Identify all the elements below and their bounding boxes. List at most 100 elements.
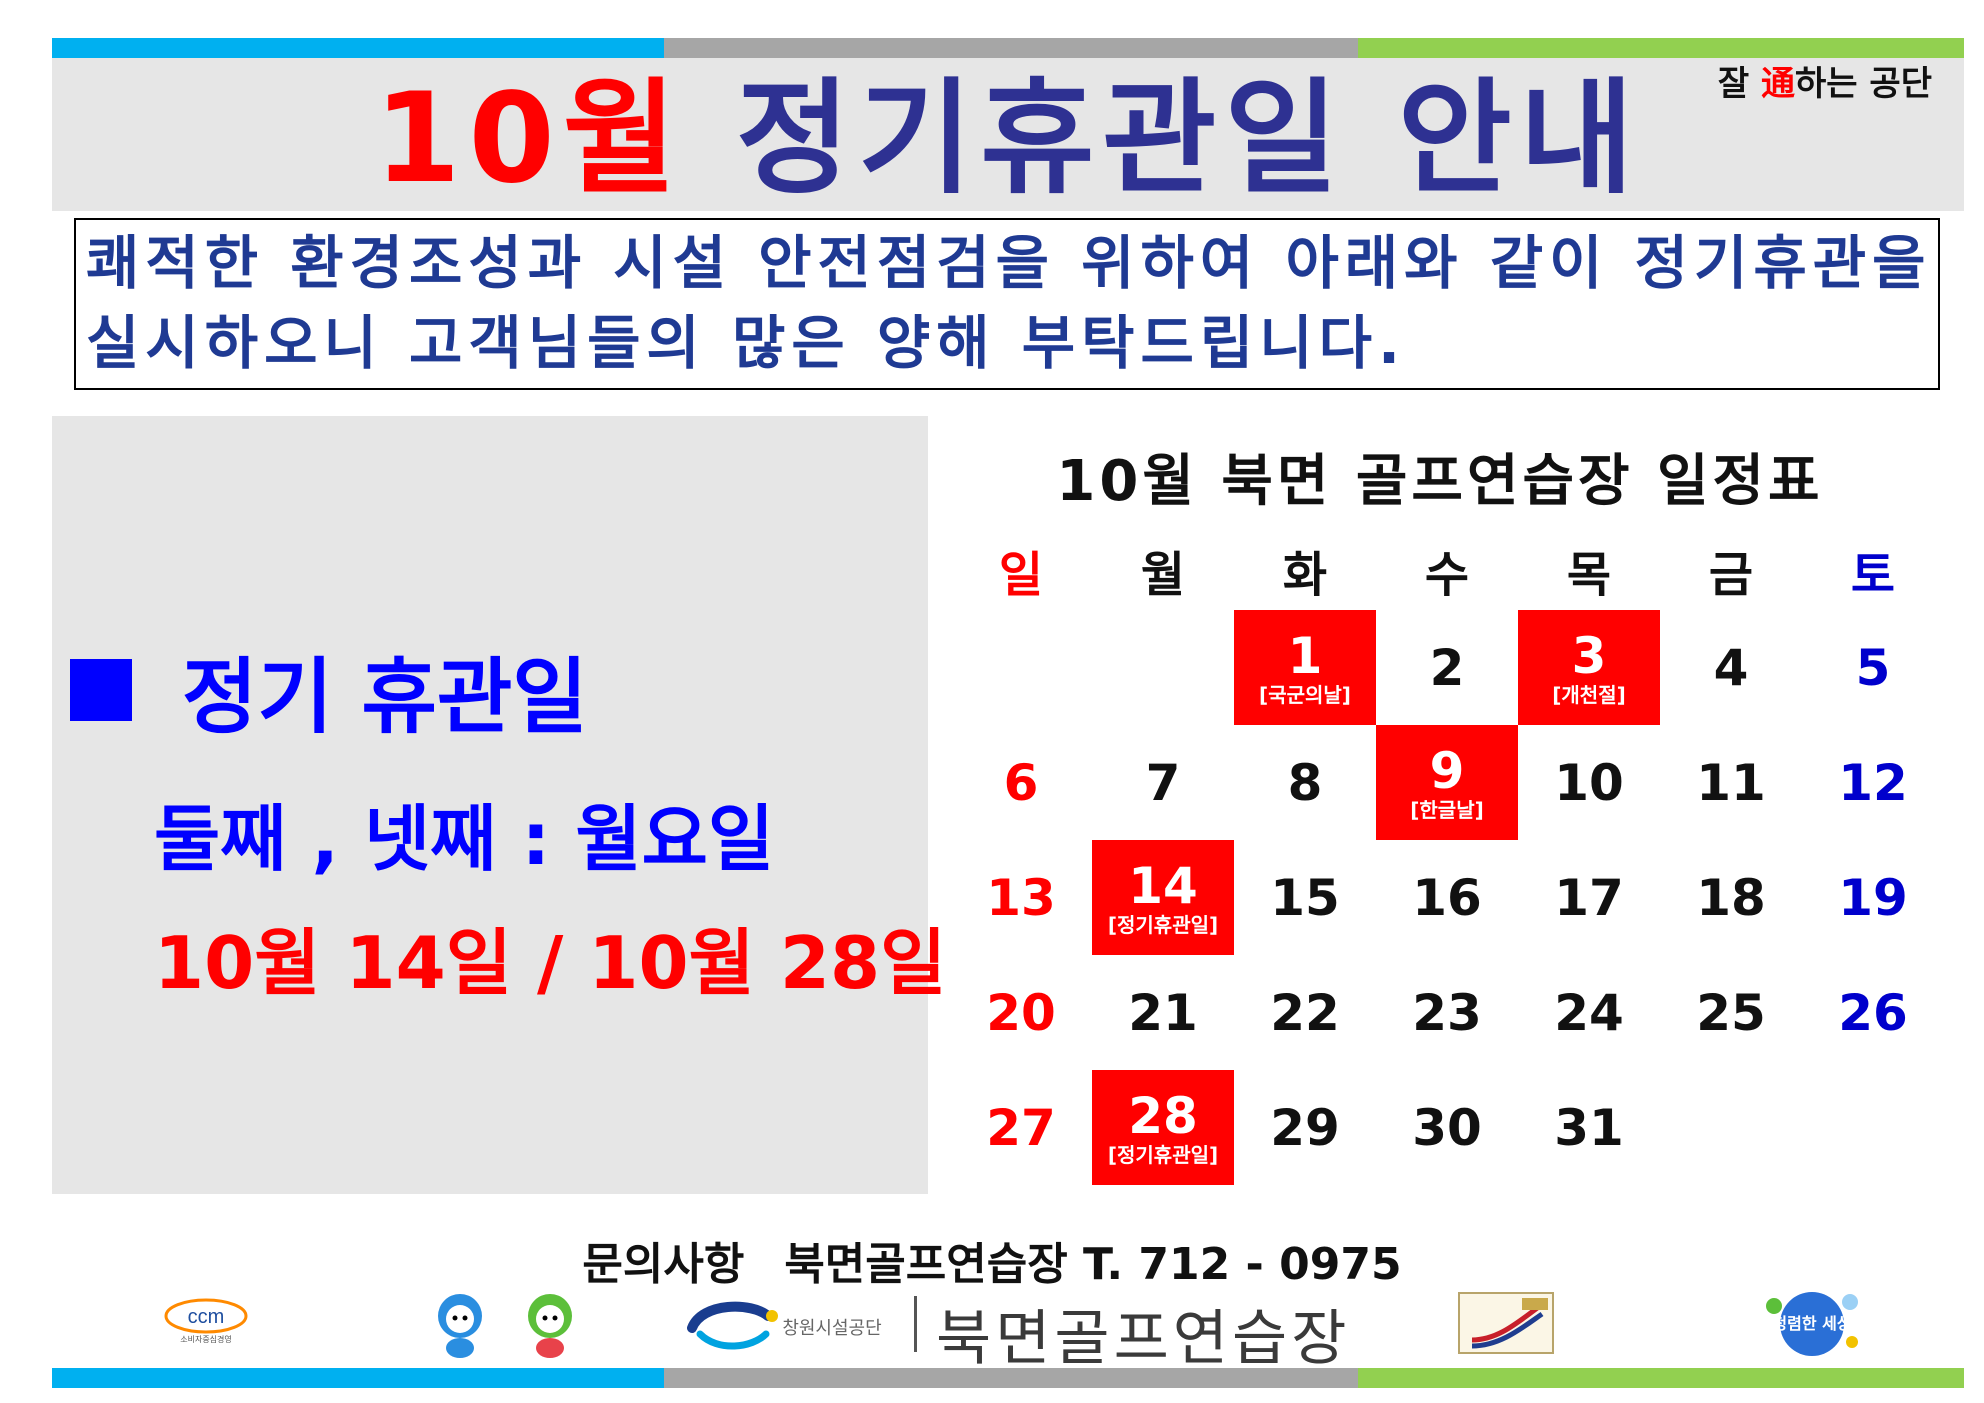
calendar-day-cell-closed: 1 [국군의날] bbox=[1234, 610, 1376, 725]
calendar-day-cell: 24 bbox=[1518, 955, 1660, 1070]
bottom-color-stripe bbox=[52, 1368, 1964, 1388]
calendar-day-cell: 11 bbox=[1660, 725, 1802, 840]
calendar-day-cell: 2 bbox=[1376, 610, 1518, 725]
contact-text: 북면골프연습장 T. 712 - 0975 bbox=[784, 1239, 1402, 1290]
day-note: [한글날] bbox=[1410, 797, 1484, 822]
weekday-header: 수 bbox=[1424, 547, 1470, 603]
weekday-header: 금 bbox=[1708, 547, 1754, 603]
day-number: 8 bbox=[1287, 753, 1323, 812]
calendar-day-cell: 5 bbox=[1802, 610, 1944, 725]
day-note: [정기휴관일] bbox=[1107, 912, 1219, 937]
calendar-day-cell-closed: 9 [한글날] bbox=[1376, 725, 1518, 840]
slogan-post: 하는 공단 bbox=[1795, 64, 1932, 104]
calendar-day-cell: 6 bbox=[950, 725, 1092, 840]
calendar-week-row: 27 28 [정기휴관일] 29 30 31 bbox=[950, 1070, 1946, 1185]
day-number: 25 bbox=[1696, 983, 1766, 1042]
calendar-day-cell: 21 bbox=[1092, 955, 1234, 1070]
calendar-week-row: 6 7 8 9 [한글날] 10 11 12 bbox=[950, 725, 1946, 840]
calendar-day-cell: 12 bbox=[1802, 725, 1944, 840]
closed-heading-label: 정기 휴관일 bbox=[182, 650, 588, 745]
calendar-day-cell: 13 bbox=[950, 840, 1092, 955]
day-number: 23 bbox=[1412, 983, 1482, 1042]
calendar-day-cell: 4 bbox=[1660, 610, 1802, 725]
calendar-day-cell: 26 bbox=[1802, 955, 1944, 1070]
ccm-logo-text: ccm bbox=[188, 1306, 225, 1328]
calendar-day-cell-closed: 14 [정기휴관일] bbox=[1092, 840, 1234, 955]
slogan-highlight: 通 bbox=[1761, 64, 1796, 104]
calendar-day-cell: 17 bbox=[1518, 840, 1660, 955]
closed-dates: 10월 14일 / 10월 28일 bbox=[154, 921, 947, 1005]
day-number: 9 bbox=[1429, 741, 1465, 800]
calendar-empty-cell bbox=[1660, 1070, 1802, 1185]
day-number: 26 bbox=[1838, 983, 1908, 1042]
title-rest: 정기휴관일 안내 bbox=[736, 67, 1642, 211]
day-number: 1 bbox=[1287, 626, 1323, 685]
day-number: 17 bbox=[1554, 868, 1624, 927]
calendar-empty-cell bbox=[1092, 610, 1234, 725]
facility-name: 북면골프연습장 bbox=[936, 1304, 1351, 1374]
calendar-title: 10월 북면 골프연습장 일정표 bbox=[1056, 449, 1824, 514]
day-number: 16 bbox=[1412, 868, 1482, 927]
page-title: 10월 정기휴관일 안내 bbox=[52, 72, 1964, 207]
closed-heading: 정기 휴관일 bbox=[70, 630, 588, 749]
day-number: 19 bbox=[1838, 868, 1908, 927]
day-number: 13 bbox=[986, 868, 1056, 927]
calendar-body: 1 [국군의날] 2 3 [개천절] 4 5 6 7 8 9 [한글날] 10 11 12 13 14 [정기휴관… bbox=[950, 610, 1946, 1185]
calendar-day-cell-closed: 3 [개천절] bbox=[1518, 610, 1660, 725]
closed-info-panel bbox=[52, 416, 928, 1194]
calendar-day-cell: 10 bbox=[1518, 725, 1660, 840]
day-number: 11 bbox=[1696, 753, 1766, 812]
day-number: 31 bbox=[1554, 1098, 1624, 1157]
footer-logos: ccm 소비자중심경영 창원시설공단 북면골프연습장 청렴한 세상 bbox=[52, 1284, 1964, 1374]
changwon-facilities-corp-logo: 창원시설공단 bbox=[687, 1301, 882, 1350]
calendar-day-cell: 19 bbox=[1802, 840, 1944, 955]
weekday-header: 토 bbox=[1850, 547, 1896, 603]
day-number: 24 bbox=[1554, 983, 1624, 1042]
top-color-stripe bbox=[52, 38, 1964, 58]
day-number: 3 bbox=[1571, 626, 1607, 685]
day-number: 5 bbox=[1855, 638, 1891, 697]
calendar-day-cell: 30 bbox=[1376, 1070, 1518, 1185]
slogan-pre: 잘 bbox=[1717, 64, 1762, 104]
notice-box: 쾌적한 환경조성과 시설 안전점검을 위하여 아래와 같이 정기휴관을 실시하오… bbox=[74, 218, 1940, 390]
day-number: 14 bbox=[1128, 856, 1198, 915]
day-note: [개천절] bbox=[1552, 682, 1626, 707]
calendar-day-cell: 20 bbox=[950, 955, 1092, 1070]
calendar-day-cell: 15 bbox=[1234, 840, 1376, 955]
day-note: [정기휴관일] bbox=[1107, 1142, 1219, 1167]
calendar-day-cell: 23 bbox=[1376, 955, 1518, 1070]
square-bullet-icon bbox=[70, 658, 132, 721]
calendar-empty-cell bbox=[950, 610, 1092, 725]
day-number: 18 bbox=[1696, 868, 1766, 927]
day-number: 15 bbox=[1270, 868, 1340, 927]
calendar-day-cell: 25 bbox=[1660, 955, 1802, 1070]
calendar-day-cell: 27 bbox=[950, 1070, 1092, 1185]
mascot-blue-icon bbox=[438, 1294, 482, 1358]
day-number: 22 bbox=[1270, 983, 1340, 1042]
calendar-day-cell: 29 bbox=[1234, 1070, 1376, 1185]
day-number: 2 bbox=[1429, 638, 1465, 697]
logo-divider bbox=[914, 1296, 917, 1352]
calendar-day-cell: 16 bbox=[1376, 840, 1518, 955]
calendar-day-cell: 18 bbox=[1660, 840, 1802, 955]
day-number: 4 bbox=[1713, 638, 1749, 697]
ccm-logo: ccm 소비자중심경영 bbox=[164, 1298, 248, 1344]
day-number: 10 bbox=[1554, 753, 1624, 812]
calendar-week-row: 20 21 22 23 24 25 26 bbox=[950, 955, 1946, 1070]
title-band bbox=[52, 58, 1964, 211]
calendar-day-cell-closed: 28 [정기휴관일] bbox=[1092, 1070, 1234, 1185]
slogan: 잘 通하는 공단 bbox=[1718, 56, 1932, 105]
day-number: 12 bbox=[1838, 753, 1908, 812]
calendar-day-cell: 7 bbox=[1092, 725, 1234, 840]
day-number: 20 bbox=[986, 983, 1056, 1042]
day-number: 28 bbox=[1128, 1086, 1198, 1145]
day-number: 6 bbox=[1003, 753, 1039, 812]
corp-logo-text: 창원시설공단 bbox=[782, 1318, 881, 1339]
day-number: 29 bbox=[1270, 1098, 1340, 1157]
weekday-header: 일 bbox=[998, 547, 1044, 603]
notice-line-1: 쾌적한 환경조성과 시설 안전점검을 위하여 아래와 같이 정기휴관을 bbox=[86, 229, 1932, 297]
day-number: 21 bbox=[1128, 983, 1198, 1042]
day-note: [국군의날] bbox=[1259, 682, 1351, 707]
